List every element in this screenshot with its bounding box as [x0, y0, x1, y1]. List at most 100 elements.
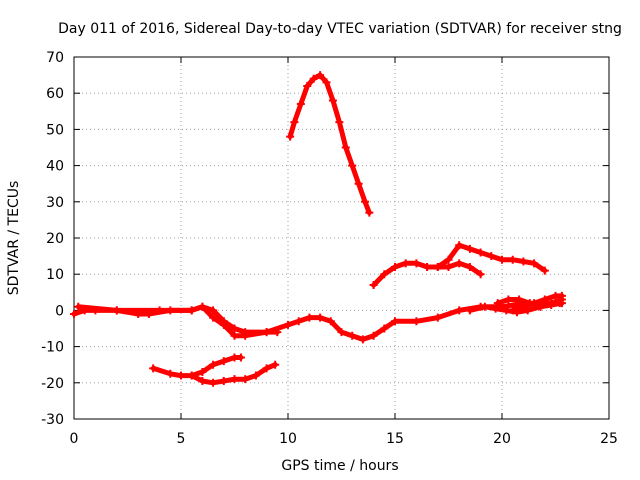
data-point — [294, 317, 303, 326]
y-tick-label: -30 — [41, 412, 64, 428]
data-point — [493, 299, 502, 308]
data-point — [540, 266, 549, 275]
data-point — [230, 331, 239, 340]
data-point — [251, 371, 260, 380]
data-point — [491, 304, 500, 313]
y-tick-label: 60 — [46, 86, 64, 102]
data-point — [187, 371, 196, 380]
data-point — [444, 262, 453, 271]
data-point — [348, 331, 357, 340]
data-point — [328, 96, 337, 105]
x-tick-label: 0 — [70, 431, 79, 447]
data-point — [230, 324, 239, 333]
data-point — [341, 143, 350, 152]
series-line-track-7 — [424, 260, 484, 277]
data-point — [74, 302, 83, 311]
data-point — [286, 132, 295, 141]
data-point — [508, 255, 517, 264]
data-point — [455, 306, 464, 315]
data-point — [547, 299, 556, 308]
data-point — [303, 81, 312, 90]
data-point — [262, 328, 271, 337]
data-point — [348, 161, 357, 170]
data-point — [309, 74, 318, 83]
data-point — [412, 259, 421, 268]
data-point — [209, 313, 218, 322]
data-point — [337, 328, 346, 337]
data-point — [155, 306, 164, 315]
data-point — [262, 364, 271, 373]
data-point — [476, 248, 485, 257]
data-point — [480, 302, 489, 311]
data-point — [391, 317, 399, 326]
x-tick-label: 15 — [386, 431, 404, 447]
data-point — [361, 197, 370, 206]
data-point — [433, 313, 442, 322]
axis-ticks: 0 5 10 15 20 25 -30 -20 -10 0 10 20 30 40 50 60 70 — [41, 50, 618, 447]
data-point — [365, 208, 374, 217]
data-point — [166, 369, 175, 378]
data-point — [149, 364, 158, 373]
data-point — [358, 335, 367, 344]
data-point — [487, 252, 496, 261]
chart-title: Day 011 of 2016, Sidereal Day-to-day VTE… — [58, 21, 622, 37]
y-tick-label: 40 — [46, 159, 64, 175]
data-point — [519, 302, 528, 311]
y-tick-label: 20 — [46, 231, 64, 247]
series-group — [70, 71, 566, 387]
data-point — [177, 371, 185, 380]
x-tick-label: 25 — [600, 431, 618, 447]
data-point — [284, 320, 292, 329]
data-point — [380, 270, 389, 279]
data-point — [296, 100, 305, 109]
data-point — [391, 262, 399, 271]
data-point — [209, 378, 218, 387]
data-point — [326, 317, 335, 326]
data-point — [219, 376, 228, 385]
x-tick-label: 20 — [493, 431, 511, 447]
data-point — [187, 306, 196, 315]
data-point — [536, 302, 545, 311]
data-point — [530, 299, 539, 308]
data-point — [198, 376, 207, 385]
y-tick-label: 70 — [46, 50, 64, 66]
y-tick-label: 0 — [55, 303, 64, 319]
data-point — [401, 259, 410, 268]
grid — [74, 57, 609, 419]
data-point — [290, 118, 299, 127]
data-point — [209, 306, 218, 315]
data-point — [230, 375, 239, 384]
data-point — [455, 241, 464, 250]
y-tick-label: 30 — [46, 195, 64, 211]
data-point — [465, 306, 474, 315]
data-point — [530, 259, 539, 268]
data-point — [369, 281, 378, 290]
data-point — [498, 255, 506, 264]
data-point — [198, 302, 207, 311]
y-tick-label: -20 — [41, 376, 64, 392]
data-point — [209, 360, 218, 369]
data-point — [316, 71, 325, 80]
data-point — [412, 317, 421, 326]
data-point — [305, 313, 314, 322]
data-point — [540, 295, 549, 304]
y-tick-label: 50 — [46, 122, 64, 138]
data-point — [504, 295, 513, 304]
data-point — [515, 295, 524, 304]
data-point — [241, 328, 250, 337]
data-point — [557, 291, 566, 300]
data-point — [476, 270, 485, 279]
data-point — [273, 328, 282, 337]
data-point — [380, 324, 389, 333]
x-axis-label: GPS time / hours — [281, 458, 398, 474]
series-line-track-2 — [75, 304, 280, 335]
data-point — [241, 375, 250, 384]
data-point — [354, 179, 363, 188]
data-point — [444, 255, 453, 264]
data-point — [519, 257, 528, 266]
data-point — [465, 262, 474, 271]
data-point — [369, 331, 378, 340]
data-point — [508, 306, 517, 315]
data-point — [271, 360, 280, 369]
